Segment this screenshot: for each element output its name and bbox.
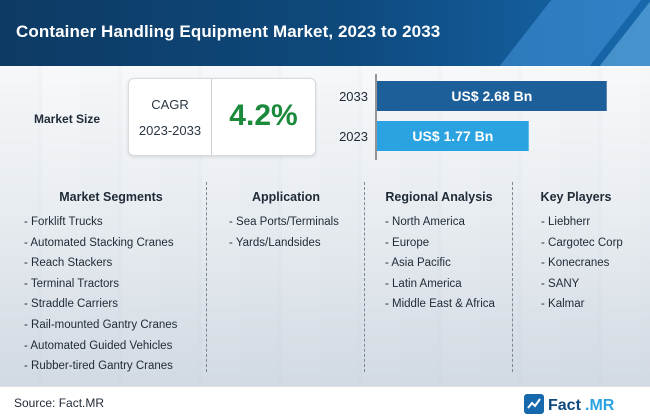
list-item: - Automated Stacking Cranes bbox=[24, 236, 174, 249]
column-list: - Forklift Trucks - Automated Stacking Cr… bbox=[24, 212, 177, 377]
bar-value-label: US$ 1.77 Bn bbox=[412, 128, 493, 144]
market-size-label: Market Size bbox=[34, 112, 101, 126]
column-application: Application - Sea Ports/Terminals - Yards… bbox=[206, 182, 365, 372]
list-item: - Sea Ports/Terminals bbox=[229, 216, 339, 228]
footer: Source: Fact.MR Fact .MR bbox=[0, 386, 650, 419]
list-item: - Reach Stackers bbox=[24, 257, 113, 270]
list-item: - Automated Guided Vehicles bbox=[24, 339, 173, 352]
cagr-divider bbox=[211, 79, 212, 155]
list-item: - Middle East & Africa bbox=[385, 298, 495, 311]
column-list: - North America - Europe - Asia Pacific - L… bbox=[385, 212, 495, 315]
column-list: - Liebherr - Cargotec Corp - Konecranes - S… bbox=[541, 212, 623, 315]
column-heading: Key Players bbox=[540, 190, 612, 204]
list-item: - Straddle Carriers bbox=[24, 298, 118, 311]
source-text: Source: Fact.MR bbox=[14, 396, 105, 410]
list-item: - Konecranes bbox=[541, 257, 610, 270]
logo-text-right: .MR bbox=[585, 397, 615, 414]
list-item: - Latin America bbox=[385, 277, 462, 290]
factmr-logo: Fact .MR bbox=[524, 394, 615, 414]
column-heading: Application bbox=[251, 190, 321, 204]
list-item: - Asia Pacific bbox=[385, 257, 451, 270]
list-item: - Forklift Trucks bbox=[24, 216, 103, 228]
segments-panel: Market Segments - Forklift Trucks - Autom… bbox=[0, 182, 650, 382]
column-regional-analysis: Regional Analysis - North America - Europ… bbox=[364, 182, 513, 372]
cagr-label: CAGR bbox=[151, 97, 189, 112]
list-item: - SANY bbox=[541, 277, 580, 290]
list-item: - Yards/Landsides bbox=[229, 236, 321, 249]
background-image bbox=[0, 66, 650, 386]
column-key-players: Key Players - Liebherr - Cargotec Corp - K… bbox=[512, 182, 639, 372]
bar-2023 bbox=[377, 121, 529, 151]
bar-value-label: US$ 2.68 Bn bbox=[451, 88, 532, 104]
list-item: - Liebherr bbox=[541, 216, 591, 228]
list-item: - Europe bbox=[385, 236, 430, 249]
column-market-segments: Market Segments - Forklift Trucks - Autom… bbox=[16, 182, 206, 372]
list-item: - North America bbox=[385, 216, 465, 228]
y-tick-label: 2023 bbox=[339, 129, 368, 144]
cagr-period: 2023-2033 bbox=[138, 123, 202, 138]
y-tick-label: 2033 bbox=[339, 89, 368, 104]
list-item: - Rubber-tired Gantry Cranes bbox=[24, 360, 173, 373]
list-item: - Kalmar bbox=[541, 298, 585, 311]
column-list: - Sea Ports/Terminals - Yards/Landsides bbox=[229, 212, 339, 253]
logo-text-left: Fact bbox=[548, 397, 582, 414]
list-item: - Terminal Tractors bbox=[24, 277, 120, 290]
page-title: Container Handling Equipment Market, 202… bbox=[16, 22, 441, 41]
header-banner: Container Handling Equipment Market, 202… bbox=[0, 0, 650, 66]
list-item: - Rail-mounted Gantry Cranes bbox=[24, 318, 178, 331]
cagr-box: CAGR 2023-2033 4.2% bbox=[128, 78, 316, 156]
market-size-bar-chart: 2033 US$ 2.68 Bn 2023 US$ 1.77 Bn bbox=[339, 74, 607, 160]
logo-arrow-icon bbox=[527, 398, 541, 409]
cagr-value: 4.2% bbox=[229, 99, 298, 132]
list-item: - Cargotec Corp bbox=[541, 236, 623, 249]
column-heading: Regional Analysis bbox=[385, 190, 493, 204]
column-heading: Market Segments bbox=[59, 190, 163, 204]
bar-2033 bbox=[377, 81, 607, 111]
